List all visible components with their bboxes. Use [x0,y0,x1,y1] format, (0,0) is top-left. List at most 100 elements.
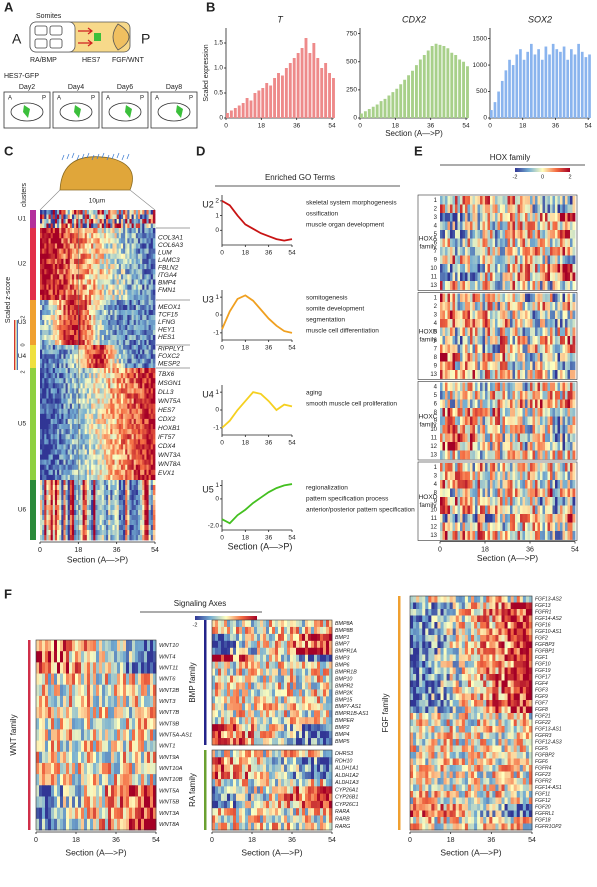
y-tick-label: 0 [483,115,487,122]
heatmap-cell [63,510,66,516]
heatmap-cell [152,495,156,501]
heatmap-cell [116,454,120,461]
heatmap-cell [540,293,543,303]
heatmap-cell [135,264,139,270]
heatmap-cell [61,305,64,311]
heatmap-cell [477,264,481,273]
heatmap-cell [512,238,516,248]
heatmap-cell [99,315,103,321]
heatmap-cell [48,214,52,220]
y-tick-label: 0 [219,115,223,122]
heatmap-cell [52,253,56,260]
heatmap-cell [467,204,471,214]
y-tick-label: 1.0 [214,65,223,72]
bar [284,68,288,118]
bar [511,65,515,118]
heatmap-cell [118,464,122,471]
heatmap-cell [108,398,111,405]
heatmap-cell [148,383,152,389]
heatmap-cell [487,336,491,345]
heatmap-cell [144,388,147,394]
heatmap-cell [150,210,154,215]
heatmap-cell [152,424,156,430]
heatmap-cell [69,464,73,471]
heatmap-cell [557,336,561,345]
heatmap-cell [123,305,126,311]
heatmap-cell [455,327,458,337]
heatmap-cell [135,305,139,311]
heatmap-cell [515,255,518,265]
heatmap-cell [69,530,73,536]
heatmap-cell [99,264,103,270]
heatmap-cell [65,535,69,541]
heatmap-cell [572,255,576,265]
heatmap-cell [48,310,52,316]
heatmap-cell [50,330,54,336]
heatmap-cell [44,274,47,280]
heatmap-cell [57,515,60,521]
heatmap-cell [570,344,573,354]
heatmap-cell [65,349,69,355]
heatmap-cell [97,510,101,516]
heatmap-cell [42,408,45,415]
heatmap-cell [502,344,506,354]
heatmap-cell [129,368,132,374]
heatmap-cell [44,373,47,379]
heatmap-cell [82,474,86,481]
heatmap-cell [108,535,111,541]
heatmap-cell [527,264,531,273]
heatmap-cell [86,279,90,285]
heatmap-cell [125,515,128,521]
heatmap-cell [140,294,143,301]
heatmap-cell [562,221,566,231]
heatmap-cell [57,449,60,455]
heatmap-cell [82,289,86,296]
heatmap-cell [99,363,103,369]
heatmap-cell [108,495,111,501]
heatmap-cell [112,474,115,481]
heatmap-cell [108,354,111,360]
heatmap-cell [552,281,556,290]
heatmap-cell [110,444,113,450]
heatmap-cell [492,255,496,265]
heatmap-cell [52,289,56,296]
heatmap-cell [152,325,156,331]
heatmap-cell [42,403,45,410]
heatmap-cell [485,353,488,362]
heatmap-cell [148,274,152,280]
heatmap-cell [150,418,154,425]
heatmap-cell [131,310,135,316]
heatmap-cell [71,223,75,229]
heatmap-cell [57,495,60,501]
hes7-signal [74,105,81,118]
heatmap-cell [140,418,143,425]
heatmap-cell [69,495,73,501]
heatmap-cell [99,535,103,541]
heatmap-cell [133,393,137,399]
heatmap-cell [125,383,128,389]
heatmap-cell [120,520,124,526]
heatmap-cell [125,495,128,501]
gene-label: MEOX1 [158,304,181,311]
heatmap-cell [135,500,139,506]
heatmap-cell [50,383,54,389]
heatmap-cell [108,335,111,341]
heatmap-cell [500,281,503,290]
heatmap-cell [103,535,107,541]
heatmap-cell [106,398,109,405]
heatmap-cell [78,480,81,486]
heatmap-cell [42,258,45,265]
heatmap-cell [447,281,451,290]
heatmap-cell [110,238,113,244]
heatmap-cell [97,253,101,260]
go-term: somite development [306,306,364,313]
panel-letter: B [206,0,215,14]
heatmap-cell [99,530,103,536]
heatmap-cell [101,535,105,541]
heatmap-cell [148,418,152,425]
heatmap-cell [44,315,47,321]
heatmap-cell [97,388,101,394]
heatmap-cell [67,305,71,311]
heatmap-cell [65,383,69,389]
heatmap-cell [565,272,568,282]
